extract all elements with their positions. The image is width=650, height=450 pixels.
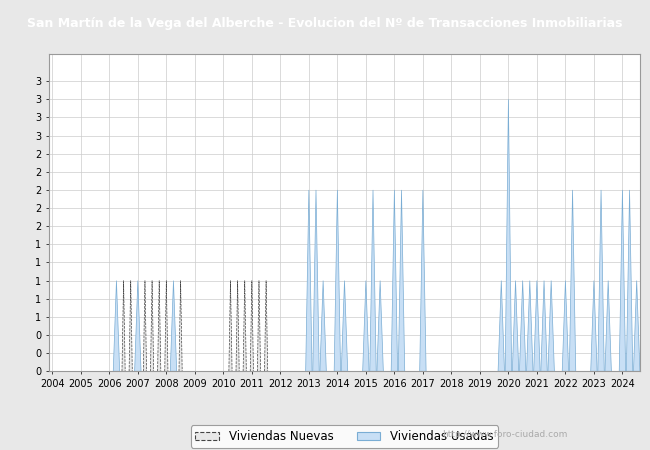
Text: San Martín de la Vega del Alberche - Evolucion del Nº de Transacciones Inmobilia: San Martín de la Vega del Alberche - Evo… <box>27 17 623 30</box>
Polygon shape <box>306 190 312 371</box>
Polygon shape <box>363 281 369 371</box>
Polygon shape <box>505 99 512 371</box>
Polygon shape <box>598 190 604 371</box>
Polygon shape <box>619 190 626 371</box>
Polygon shape <box>320 281 326 371</box>
Polygon shape <box>164 281 168 371</box>
Polygon shape <box>627 190 632 371</box>
Polygon shape <box>512 281 519 371</box>
Legend: Viviendas Nuevas, Viviendas Usadas: Viviendas Nuevas, Viviendas Usadas <box>190 425 499 448</box>
Polygon shape <box>370 190 376 371</box>
Polygon shape <box>334 190 341 371</box>
Polygon shape <box>313 190 319 371</box>
Polygon shape <box>562 281 569 371</box>
Polygon shape <box>265 281 268 371</box>
Polygon shape <box>591 281 597 371</box>
Polygon shape <box>391 190 398 371</box>
Polygon shape <box>548 281 554 371</box>
Polygon shape <box>569 190 576 371</box>
Polygon shape <box>534 281 540 371</box>
Polygon shape <box>113 281 120 371</box>
Polygon shape <box>498 281 504 371</box>
Polygon shape <box>420 190 426 371</box>
Polygon shape <box>170 281 177 371</box>
Polygon shape <box>250 281 254 371</box>
Polygon shape <box>179 281 182 371</box>
Polygon shape <box>151 281 153 371</box>
Polygon shape <box>605 281 612 371</box>
Polygon shape <box>541 281 547 371</box>
Polygon shape <box>129 281 133 371</box>
Polygon shape <box>257 281 261 371</box>
Polygon shape <box>236 281 239 371</box>
Polygon shape <box>398 190 405 371</box>
Polygon shape <box>122 281 125 371</box>
Polygon shape <box>377 281 384 371</box>
Polygon shape <box>229 281 232 371</box>
Polygon shape <box>526 281 533 371</box>
Polygon shape <box>157 281 161 371</box>
Text: http://www.foro-ciudad.com: http://www.foro-ciudad.com <box>442 430 567 439</box>
Polygon shape <box>144 281 146 371</box>
Polygon shape <box>634 281 640 371</box>
Polygon shape <box>135 281 141 371</box>
Polygon shape <box>243 281 246 371</box>
Polygon shape <box>519 281 526 371</box>
Polygon shape <box>341 281 348 371</box>
